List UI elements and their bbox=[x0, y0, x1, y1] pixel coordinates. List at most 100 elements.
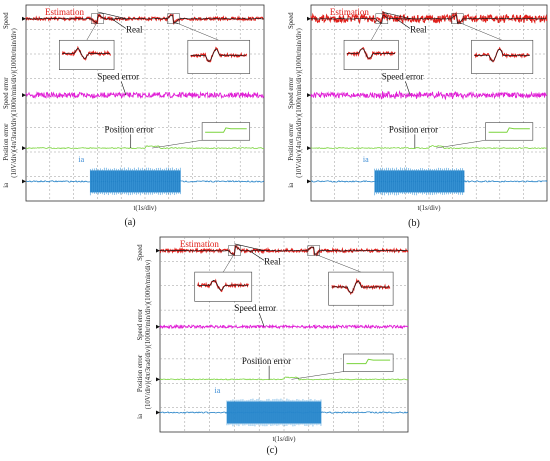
position-error-trace bbox=[25, 145, 264, 150]
panel-a: Estimation Real Speed error Position error i… bbox=[3, 4, 265, 212]
ia-label: ia bbox=[363, 155, 369, 164]
ia-label: ia bbox=[78, 155, 84, 164]
inset-estimation-trace bbox=[197, 278, 249, 293]
y-axis-label-1: Speed error bbox=[288, 77, 295, 109]
real-label: Real bbox=[264, 256, 281, 266]
speed-error-arrow bbox=[120, 81, 127, 96]
speed-real-trace bbox=[25, 14, 264, 24]
position-zoom-leader bbox=[152, 139, 203, 149]
position-zoom-leader bbox=[291, 371, 344, 380]
inset-real-trace bbox=[190, 48, 247, 62]
position-zoom-inset bbox=[485, 122, 534, 141]
estimation-label: Estimation bbox=[330, 7, 369, 17]
position-inset-trace bbox=[346, 358, 391, 365]
ia-burst bbox=[90, 170, 181, 193]
position-error-trace bbox=[159, 376, 409, 381]
zoom-source-box bbox=[375, 13, 389, 24]
y-axis-label-2: Position error bbox=[3, 123, 10, 161]
speed-error-trace bbox=[25, 91, 265, 100]
channel-marker bbox=[307, 146, 311, 151]
x-axis-label: t(1s/div) bbox=[133, 205, 156, 212]
zoom-source-box bbox=[228, 245, 241, 256]
y-scale-label: (10V/div)(4π/3rad/div)(1000r/min/div)(10… bbox=[145, 260, 152, 410]
zoom-leader bbox=[457, 21, 503, 41]
channel-marker bbox=[22, 146, 26, 151]
panel-caption: (b) bbox=[408, 218, 420, 229]
real-arrow bbox=[395, 18, 411, 29]
channel-marker bbox=[307, 179, 311, 184]
y-axis-label-3: ia bbox=[288, 183, 295, 188]
speed-error-arrow bbox=[258, 312, 265, 327]
position-error-label: Position error bbox=[242, 356, 291, 366]
speed-estimation-trace bbox=[310, 11, 548, 25]
x-axis-label: t(1s/div) bbox=[272, 436, 295, 443]
zoom-leader bbox=[173, 21, 219, 41]
speed-error-arrow bbox=[405, 81, 411, 96]
y-axis-labels: Speed Speed error Position error ia(10V/div… bbox=[288, 12, 303, 188]
position-zoom-inset bbox=[343, 353, 394, 372]
zoom-source-box bbox=[307, 245, 321, 256]
y-scale-label: (10V/div)(4π/3rad/div)(1000r/min/div)(10… bbox=[11, 28, 18, 178]
zoom-leader bbox=[223, 253, 235, 273]
real-arrow bbox=[111, 18, 127, 29]
real-label: Real bbox=[126, 24, 143, 34]
channel-marker bbox=[22, 179, 26, 184]
estimation-label: Estimation bbox=[45, 7, 84, 17]
panel-c: Estimation Real Speed error Position error i… bbox=[137, 236, 409, 443]
y-axis-labels: Speed Speed error Position error ia(10V/div… bbox=[137, 244, 152, 419]
zoom-inset bbox=[343, 39, 399, 70]
y-axis-label-0: Speed bbox=[3, 12, 10, 29]
panel-caption: (c) bbox=[266, 445, 277, 456]
speed-error-trace bbox=[310, 89, 548, 101]
y-scale-label: (10V/div)(4π/3rad/div)(1000r/min/div)(10… bbox=[296, 28, 303, 178]
position-error-label: Position error bbox=[389, 124, 438, 134]
y-axis-label-3: ia bbox=[3, 183, 10, 188]
x-axis-label: t(1s/div) bbox=[417, 205, 440, 212]
zoom-leader bbox=[86, 21, 98, 41]
y-axis-label-2: Position error bbox=[288, 123, 295, 161]
channel-marker bbox=[307, 16, 311, 21]
zoom-source-box bbox=[91, 13, 104, 24]
zoom-inset bbox=[471, 39, 534, 74]
channel-marker bbox=[156, 324, 160, 329]
y-axis-label-0: Speed bbox=[288, 12, 295, 29]
position-inset-trace bbox=[488, 127, 530, 133]
speed-error-label: Speed error bbox=[97, 71, 139, 81]
speed-error-label: Speed error bbox=[234, 303, 276, 313]
position-error-trace bbox=[310, 145, 548, 150]
inset-real-trace bbox=[197, 280, 249, 291]
real-arrow bbox=[249, 250, 265, 261]
ia-burst bbox=[226, 401, 322, 424]
ia-label: ia bbox=[215, 386, 221, 395]
position-zoom-inset bbox=[201, 122, 251, 141]
speed-real-trace bbox=[310, 14, 547, 24]
inset-estimation-trace bbox=[474, 46, 530, 63]
y-axis-labels: Speed Speed error Position error ia(10V/div… bbox=[3, 12, 18, 188]
speed-estimation-trace bbox=[159, 244, 409, 257]
y-axis-label-0: Speed bbox=[137, 244, 144, 261]
panel-caption: (a) bbox=[124, 217, 135, 228]
zoom-leader bbox=[313, 253, 361, 273]
speed-error-label: Speed error bbox=[382, 71, 424, 81]
y-axis-label-1: Speed error bbox=[3, 77, 10, 109]
ia-burst bbox=[374, 170, 465, 193]
position-error-label: Position error bbox=[105, 124, 154, 134]
y-axis-label-3: ia bbox=[137, 414, 144, 419]
zoom-source-box bbox=[451, 13, 464, 24]
y-axis-label-1: Speed error bbox=[137, 308, 144, 340]
real-label: Real bbox=[410, 24, 427, 34]
speed-real-trace bbox=[159, 245, 408, 256]
estimation-arrow bbox=[97, 11, 127, 20]
channel-marker bbox=[156, 248, 160, 253]
zoom-source-box bbox=[167, 13, 180, 24]
channel-marker bbox=[22, 16, 26, 21]
channel-marker bbox=[156, 377, 160, 382]
inset-real-trace bbox=[62, 47, 111, 59]
channel-marker bbox=[307, 93, 311, 98]
channel-marker bbox=[22, 93, 26, 98]
y-axis-label-2: Position error bbox=[137, 354, 144, 392]
zoom-inset bbox=[328, 271, 394, 306]
estimation-arrow bbox=[381, 11, 411, 20]
panel-b: Estimation Real Speed error Position error i… bbox=[288, 4, 548, 212]
inset-real-trace bbox=[331, 280, 390, 294]
